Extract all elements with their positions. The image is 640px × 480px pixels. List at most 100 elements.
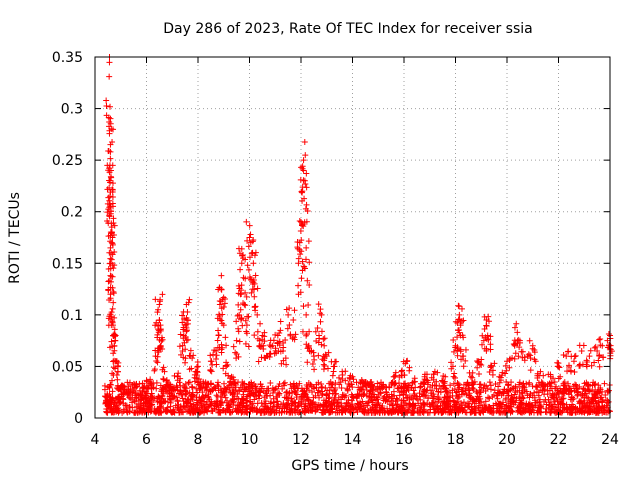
data-point-baseline [450, 380, 457, 387]
data-point [106, 383, 113, 390]
data-point [475, 359, 482, 366]
data-point [486, 369, 493, 376]
data-point [251, 332, 258, 339]
data-point-baseline [240, 404, 247, 411]
data-point-baseline [360, 408, 367, 415]
data-point-baseline [576, 383, 583, 390]
data-point-baseline [328, 381, 335, 388]
data-point-baseline [190, 403, 197, 410]
data-point-baseline [390, 398, 397, 405]
data-point-baseline [211, 405, 218, 412]
data-point [248, 289, 255, 296]
data-point [459, 353, 466, 360]
data-point-baseline [249, 404, 256, 411]
data-point-baseline [561, 379, 568, 386]
data-point-baseline [175, 390, 182, 397]
data-point [300, 303, 307, 310]
data-point-baseline [554, 388, 561, 395]
data-point [237, 266, 244, 273]
data-point-baseline [403, 387, 410, 394]
data-point [498, 372, 505, 379]
data-point-baseline [520, 407, 527, 414]
data-point-baseline [263, 387, 270, 394]
data-point-baseline [267, 380, 274, 387]
data-point [243, 328, 250, 335]
data-point [266, 353, 273, 360]
data-point-baseline [525, 381, 532, 388]
data-point-baseline [179, 391, 186, 398]
data-point [110, 220, 117, 227]
data-point-baseline [349, 394, 356, 401]
data-point [357, 386, 364, 393]
data-point [277, 348, 284, 355]
data-point [301, 195, 308, 202]
data-point-baseline [564, 409, 571, 416]
data-point-baseline [559, 401, 566, 408]
data-point-baseline [332, 391, 339, 398]
data-point [208, 368, 215, 375]
data-point [325, 349, 332, 356]
data-point [106, 177, 113, 184]
data-point [109, 370, 116, 377]
data-point [260, 346, 267, 353]
x-tick-label: 6 [142, 432, 151, 448]
data-point-baseline [505, 399, 512, 406]
x-tick-label: 16 [395, 432, 413, 448]
data-point [106, 277, 113, 284]
data-point-baseline [513, 395, 520, 402]
data-point-baseline [406, 401, 413, 408]
data-point-baseline [519, 390, 526, 397]
data-point [511, 324, 518, 331]
data-point-baseline [287, 381, 294, 388]
data-point-baseline [120, 396, 127, 403]
data-point [514, 329, 521, 336]
data-point-baseline [578, 397, 585, 404]
data-point [306, 282, 313, 289]
data-point-baseline [533, 383, 540, 390]
data-point [239, 252, 246, 259]
data-point [467, 373, 474, 380]
data-point [168, 385, 175, 392]
data-point [342, 368, 349, 375]
data-point [595, 357, 602, 364]
data-point-baseline [249, 384, 256, 391]
data-point [512, 350, 519, 357]
data-point [235, 301, 242, 308]
data-point [124, 392, 131, 399]
data-point-baseline [456, 384, 463, 391]
data-point [299, 328, 306, 335]
data-point-baseline [372, 396, 379, 403]
data-point-baseline [560, 386, 567, 393]
data-point-baseline [406, 393, 413, 400]
data-point-baseline [125, 383, 132, 390]
data-point [223, 342, 230, 349]
data-point-baseline [281, 394, 288, 401]
data-point-baseline [399, 405, 406, 412]
data-point-baseline [384, 391, 391, 398]
data-point [346, 381, 353, 388]
data-point [320, 366, 327, 373]
data-point [305, 344, 312, 351]
data-point-baseline [151, 395, 158, 402]
data-point-baseline [314, 406, 321, 413]
data-point-baseline [269, 389, 276, 396]
data-point-baseline [181, 384, 188, 391]
data-point-baseline [539, 381, 546, 388]
data-point-baseline [602, 391, 609, 398]
data-point [153, 358, 160, 365]
data-point-baseline [574, 392, 581, 399]
data-point-baseline [338, 384, 345, 391]
y-tick-label: 0.3 [61, 102, 83, 118]
data-point [316, 335, 323, 342]
data-point-baseline [253, 387, 260, 394]
data-point [106, 260, 113, 267]
data-point [285, 311, 292, 318]
x-tick-label: 12 [292, 432, 310, 448]
data-point [369, 387, 376, 394]
data-point [109, 194, 116, 201]
data-point [216, 311, 223, 318]
data-point [367, 383, 374, 390]
data-point [246, 222, 253, 229]
data-point [439, 377, 446, 384]
data-point-baseline [417, 384, 424, 391]
